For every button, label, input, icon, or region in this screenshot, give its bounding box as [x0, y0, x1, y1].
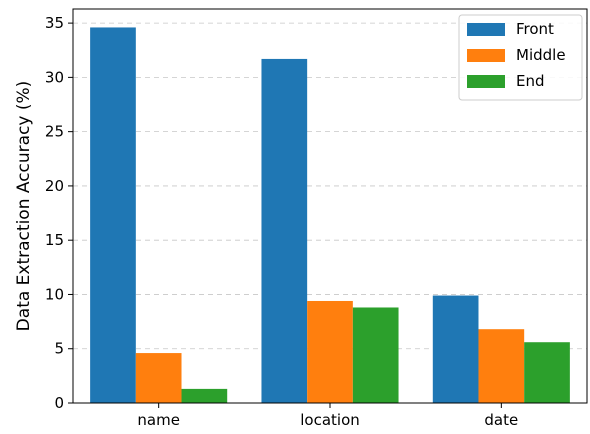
- legend-swatch-front: [467, 23, 505, 36]
- bar-middle-location: [307, 300, 353, 403]
- legend-swatch-middle: [467, 49, 505, 62]
- y-tick-label: 20: [45, 177, 64, 195]
- y-tick-label: 0: [54, 394, 64, 412]
- x-tick-label-name: name: [137, 411, 180, 429]
- bar-front-location: [261, 58, 308, 403]
- y-tick-label: 25: [45, 123, 64, 141]
- bar-front-name: [90, 27, 136, 404]
- y-tick-label: 5: [54, 340, 64, 358]
- y-tick-label: 30: [45, 68, 64, 86]
- x-tick-label-date: date: [484, 411, 518, 429]
- bar-middle-name: [135, 353, 182, 403]
- y-axis-title: Data Extraction Accuracy (%): [14, 81, 34, 332]
- legend: Front Middle End: [458, 14, 583, 101]
- y-axis: 0 5 10 15 20 25 30 35: [45, 14, 73, 412]
- grid-layer: [73, 22, 587, 350]
- bar-middle-date: [478, 329, 525, 403]
- y-tick-label: 10: [45, 285, 64, 303]
- x-tick-label-location: location: [300, 411, 360, 429]
- legend-items: Front Middle End: [467, 20, 566, 90]
- bar-end-name: [181, 388, 228, 403]
- bar-front-date: [432, 295, 479, 403]
- x-axis: name location date: [137, 403, 518, 429]
- legend-label-front: Front: [516, 20, 554, 38]
- y-tick-label: 35: [45, 14, 64, 32]
- y-tick-label: 15: [45, 231, 64, 249]
- legend-label-middle: Middle: [516, 46, 566, 64]
- bar-end-location: [352, 307, 399, 403]
- legend-swatch-end: [467, 75, 505, 88]
- bar-end-date: [524, 342, 570, 403]
- legend-label-end: End: [516, 72, 545, 90]
- bars-layer: [90, 27, 570, 404]
